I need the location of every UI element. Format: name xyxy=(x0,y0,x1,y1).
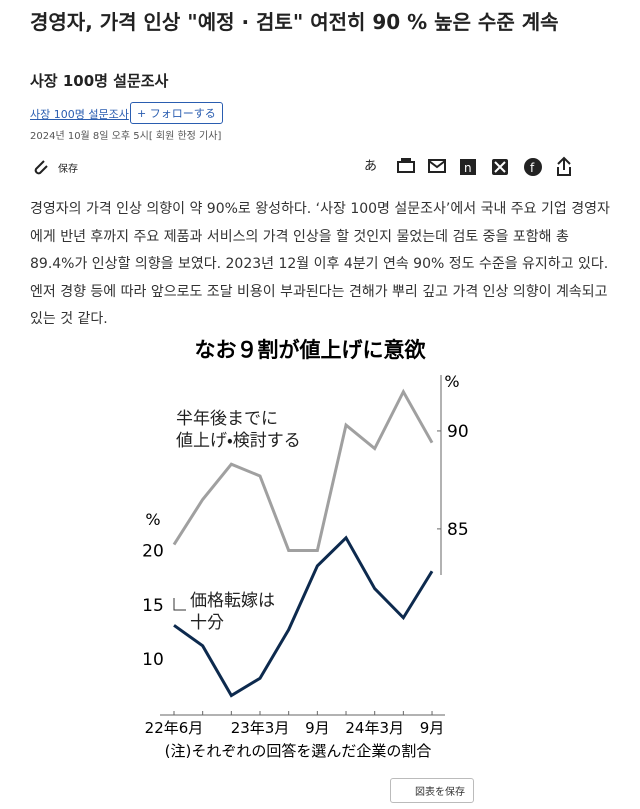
article-body: 경영자의 가격 인상 의향이 약 90%로 왕성하다. ‘사장 100명 설문조… xyxy=(30,201,610,327)
x-tick-label: 23年3月 xyxy=(231,719,290,737)
clip-icon[interactable] xyxy=(30,156,50,176)
y2-tick-label: 90 xyxy=(447,422,469,442)
date: 2024년 10월 8일 오후 5시[ 회원 한정 기사] xyxy=(30,131,222,142)
share-icons[interactable]: あ n f xyxy=(360,154,580,180)
y-unit: % xyxy=(145,510,160,529)
y-tick-label: 20 xyxy=(142,542,164,562)
y-tick-label: 10 xyxy=(142,650,164,670)
series-label: 価格転嫁は 十分 xyxy=(190,590,275,634)
x-tick-label: 24年3月 xyxy=(345,719,404,737)
follow-button[interactable]: + フォローする xyxy=(130,102,223,124)
series-line xyxy=(173,535,434,698)
save-figure-button[interactable]: 図表を保存 xyxy=(390,778,474,803)
y2-tick-label: 85 xyxy=(447,520,469,540)
svg-text:f: f xyxy=(530,161,535,175)
y-tick-label: 15 xyxy=(142,596,164,616)
svg-text:n: n xyxy=(464,161,472,175)
series-label: 半年後までに 値上げ・検討する xyxy=(176,408,301,452)
chart: なお９割が値上げに意欲 % % (注)それぞれの回答を選んだ企業の割合 10 15… xyxy=(142,338,469,760)
x-tick-label: 9月 xyxy=(420,719,445,737)
save-label[interactable]: 保存 xyxy=(58,164,78,175)
series-line xyxy=(172,388,434,552)
chart-title: なお９割が値上げに意欲 xyxy=(195,338,427,362)
x-tick-label: 22年6月 xyxy=(145,719,204,737)
label-connector xyxy=(173,598,186,611)
svg-text:あ: あ xyxy=(364,159,377,174)
headline: 경영자, 가격 인상 "예정 · 검토" 여전히 90 % 높은 수준 계속 xyxy=(30,10,559,34)
y2-unit: % xyxy=(444,372,459,391)
chart-note: (注)それぞれの回答を選んだ企業の割合 xyxy=(165,742,432,760)
subheadline: 사장 100명 설문조사 xyxy=(30,72,169,90)
topic-link[interactable]: 사장 100명 설문조사 xyxy=(30,108,129,121)
x-tick-label: 9月 xyxy=(305,719,330,737)
